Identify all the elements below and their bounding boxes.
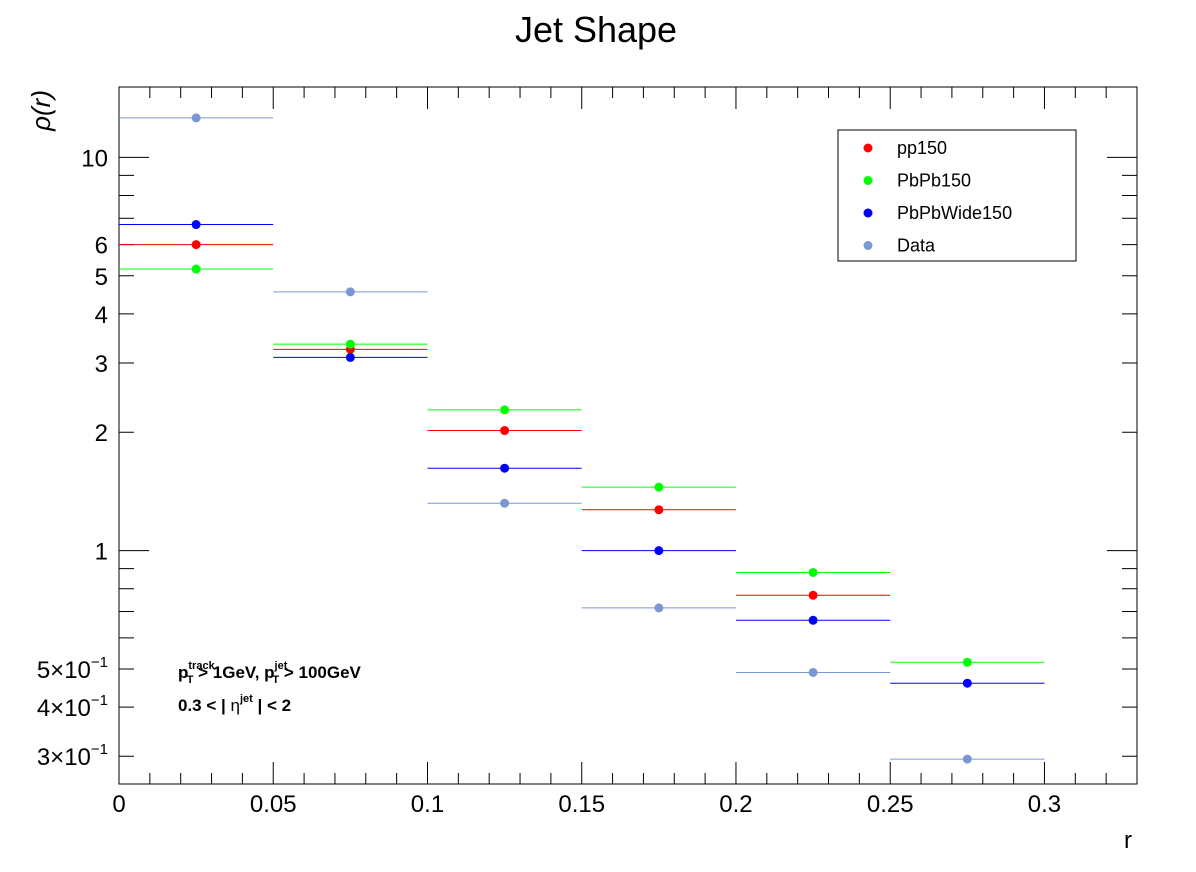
y-axis-ticks: 3×10−1 4×10−1 5×10−1 1 2 3 4 5 6 10 (37, 145, 1137, 771)
data-point (345, 352, 355, 362)
legend-label: Data (897, 236, 936, 256)
plot-frame (118, 86, 1138, 785)
legend-marker (863, 143, 873, 153)
data-point (500, 426, 510, 436)
cut-annotation: ptrack T > 1GeV, pjet T > 100GeV 0.3 < | η… (178, 660, 362, 715)
data-point (500, 405, 510, 415)
y-tick-label: 4 (95, 302, 108, 329)
data-marks (119, 113, 1045, 764)
data-point (191, 113, 201, 123)
data-point (191, 220, 201, 230)
y-tick-label: 6 (95, 233, 108, 260)
y-tick-label: 3×10−1 (37, 741, 108, 771)
y-tick-label: 3 (95, 351, 108, 378)
data-point (808, 615, 818, 625)
data-point (654, 482, 664, 492)
legend-label: PbPb150 (897, 171, 971, 191)
legend-box (837, 129, 1077, 262)
legend-label: PbPbWide150 (897, 203, 1012, 223)
x-axis-label: r (1124, 827, 1132, 854)
series-pp150 (119, 240, 891, 600)
data-point (500, 463, 510, 473)
legend-label: pp150 (897, 138, 947, 158)
x-tick-label: 0.05 (250, 791, 297, 818)
y-tick-label: 10 (81, 145, 108, 172)
data-point (808, 567, 818, 577)
y-tick-label: 4×10−1 (37, 692, 108, 722)
data-point (654, 505, 664, 515)
data-point (962, 657, 972, 667)
data-point (191, 240, 201, 250)
data-point (654, 603, 664, 613)
data-point (500, 498, 510, 508)
legend-marker (863, 208, 873, 218)
x-tick-label: 0.3 (1028, 791, 1061, 818)
data-point (345, 287, 355, 297)
data-point (191, 264, 201, 274)
x-tick-label: 0.15 (558, 791, 605, 818)
x-tick-label: 0 (112, 791, 125, 818)
y-tick-label: 5×10−1 (37, 654, 108, 684)
x-tick-label: 0.1 (411, 791, 444, 818)
data-point (962, 678, 972, 688)
legend-marker (863, 176, 873, 185)
data-point (808, 667, 818, 677)
data-point (654, 546, 664, 556)
series-PbPb150 (119, 264, 1045, 667)
data-point (962, 754, 972, 764)
annotation-eta-cut: 0.3 < | ηjet | < 2 (178, 693, 291, 715)
y-axis-label: ρ(r) (26, 90, 56, 132)
x-tick-label: 0.2 (719, 791, 752, 818)
y-tick-label: 5 (95, 264, 108, 291)
x-tick-label: 0.25 (867, 791, 914, 818)
legend-marker (863, 241, 873, 250)
series-PbPbWide150 (119, 220, 1045, 688)
series-Data (119, 113, 1045, 764)
data-point (345, 339, 355, 349)
data-point (808, 590, 818, 600)
y-tick-label: 2 (95, 420, 108, 447)
x-axis-ticks: 0 0.05 0.1 0.15 0.2 0.25 0.3 (112, 87, 1138, 818)
y-tick-label: 1 (95, 539, 108, 566)
chart-title: Jet Shape (515, 9, 677, 50)
annotation-pt-cuts: ptrack T > 1GeV, pjet T > 100GeV (178, 660, 362, 686)
legend: pp150 PbPb150 PbPbWide150 Data (837, 129, 1077, 262)
